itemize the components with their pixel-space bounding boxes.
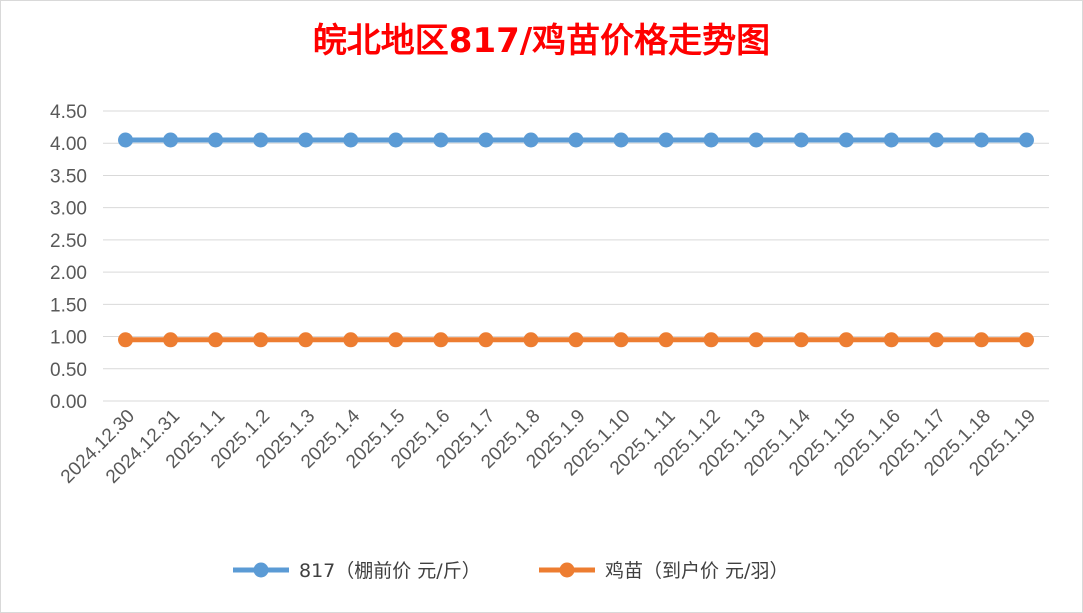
legend-label: 817（棚前价 元/斤） [299,560,481,582]
series-1 [118,132,1034,148]
data-point [883,132,899,148]
data-point [343,132,359,148]
legend-swatch-marker [559,562,575,578]
y-tick-label: 4.50 [50,102,87,123]
data-point [388,332,404,348]
data-point [208,132,224,148]
data-point [118,332,134,348]
data-point [613,332,629,348]
series-2 [118,332,1034,348]
data-point [343,332,359,348]
data-point [433,132,449,148]
data-point [208,332,224,348]
data-point [1018,132,1034,148]
data-point [388,132,404,148]
data-point [1018,332,1034,348]
data-point [523,332,539,348]
y-tick-label: 2.00 [50,263,87,284]
y-tick-label: 3.00 [50,199,87,220]
data-point [613,132,629,148]
data-point [298,332,314,348]
legend-label: 鸡苗（到户价 元/羽） [605,560,788,582]
data-point [973,332,989,348]
data-point [253,332,269,348]
data-point [163,132,179,148]
y-tick-label: 2.50 [50,231,87,252]
data-point [298,132,314,148]
y-axis-ticks: 0.00 0.50 1.00 1.50 2.00 2.50 3.00 3.50 4.00 4.50 [50,102,87,413]
data-point [433,332,449,348]
data-point [658,332,674,348]
y-tick-label: 0.00 [50,392,87,413]
data-point [838,332,854,348]
legend-item-2: 鸡苗（到户价 元/羽） [539,560,788,582]
data-point [523,132,539,148]
legend: 817（棚前价 元/斤） 鸡苗（到户价 元/羽） [233,560,788,582]
data-point [838,132,854,148]
data-point [118,132,134,148]
y-tick-label: 1.00 [50,328,87,349]
data-point [253,132,269,148]
data-point [748,132,764,148]
gridlines [103,110,1049,402]
data-point [793,132,809,148]
y-tick-label: 1.50 [50,295,87,316]
data-point [658,132,674,148]
legend-item-1: 817（棚前价 元/斤） [233,560,481,582]
data-point [928,332,944,348]
data-point [973,132,989,148]
series-layer [118,132,1034,348]
data-point [793,332,809,348]
y-tick-label: 3.50 [50,166,87,187]
data-point [478,132,494,148]
data-point [928,132,944,148]
data-point [163,332,179,348]
data-point [568,132,584,148]
data-point [568,332,584,348]
data-point [703,132,719,148]
y-tick-label: 4.00 [50,134,87,155]
legend-swatch-marker [253,562,269,578]
data-point [748,332,764,348]
data-point [883,332,899,348]
x-axis-ticks: 2024.12.302024.12.312025.1.12025.1.22025… [57,405,1040,487]
data-point [478,332,494,348]
chart-title: 皖北地区817/鸡苗价格走势图 [312,21,771,61]
data-point [703,332,719,348]
y-tick-label: 0.50 [50,360,87,381]
